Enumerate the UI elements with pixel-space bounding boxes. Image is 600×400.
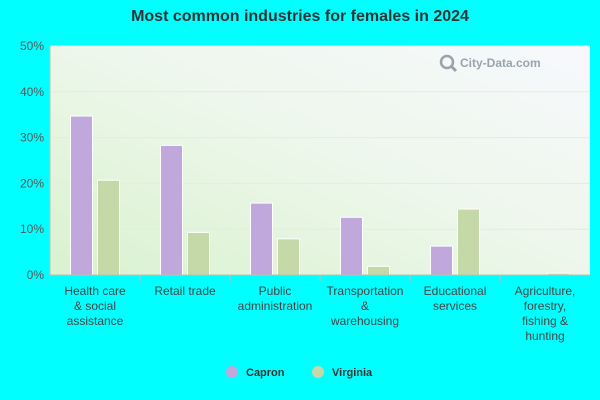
watermark: City-Data.com	[439, 54, 541, 73]
legend-label-capron: Capron	[246, 367, 285, 379]
y-tick-label: 30%	[20, 131, 44, 145]
y-tick-label: 0%	[27, 268, 45, 282]
legend-label-virginia: Virginia	[332, 367, 373, 379]
x-category-label: Educational services	[424, 284, 487, 313]
magnifier-icon	[439, 54, 458, 73]
y-tick-label: 10%	[20, 222, 44, 236]
bar-capron-2	[250, 202, 273, 276]
bar-capron-0	[70, 115, 93, 276]
bar-capron-4	[430, 245, 453, 276]
y-tick-label: 40%	[20, 85, 44, 99]
bar-capron-3	[340, 216, 363, 276]
chart-title: Most common industries for females in 20…	[131, 8, 469, 25]
bar-virginia-2	[277, 238, 300, 276]
legend-swatch-capron	[226, 366, 238, 378]
y-tick-label: 20%	[20, 176, 44, 190]
x-category-label: Public administration	[238, 284, 313, 313]
legend-swatch-virginia	[312, 366, 324, 378]
bar-virginia-1	[187, 231, 210, 276]
bar-virginia-3	[367, 265, 390, 276]
bar-virginia-0	[97, 179, 120, 276]
bar-capron-1	[160, 144, 183, 276]
bar-virginia-4	[457, 208, 480, 276]
x-category-label: Health care & social assistance	[64, 284, 126, 328]
x-category-label: Retail trade	[154, 284, 216, 298]
x-category-label: Transportation & warehousing	[327, 284, 404, 328]
x-category-label: Agriculture, forestry, fishing & hunting	[515, 284, 576, 343]
plot-background	[50, 46, 590, 275]
watermark-text: City-Data.com	[460, 56, 541, 70]
y-tick-label: 50%	[20, 39, 44, 53]
